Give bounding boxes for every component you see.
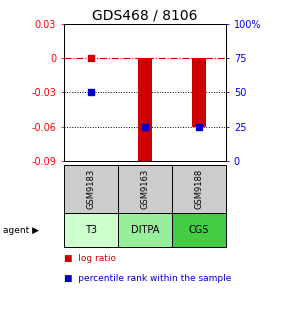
Bar (192, 58, 206, 127)
Text: CGS: CGS (189, 225, 209, 235)
Bar (172, 213, 226, 247)
Text: T3: T3 (85, 225, 97, 235)
Text: GSM9183: GSM9183 (86, 169, 95, 209)
Title: GDS468 / 8106: GDS468 / 8106 (92, 8, 198, 23)
Text: ■  percentile rank within the sample: ■ percentile rank within the sample (64, 274, 231, 283)
Text: ■  log ratio: ■ log ratio (64, 254, 116, 263)
Text: GSM9188: GSM9188 (195, 169, 204, 209)
Text: agent ▶: agent ▶ (3, 226, 39, 235)
Bar (64, 213, 118, 247)
Text: GSM9163: GSM9163 (140, 169, 150, 209)
Bar (138, 58, 152, 164)
Bar (172, 165, 226, 213)
Bar (64, 165, 118, 213)
Text: DITPA: DITPA (131, 225, 159, 235)
Bar (118, 165, 172, 213)
Bar (118, 213, 172, 247)
